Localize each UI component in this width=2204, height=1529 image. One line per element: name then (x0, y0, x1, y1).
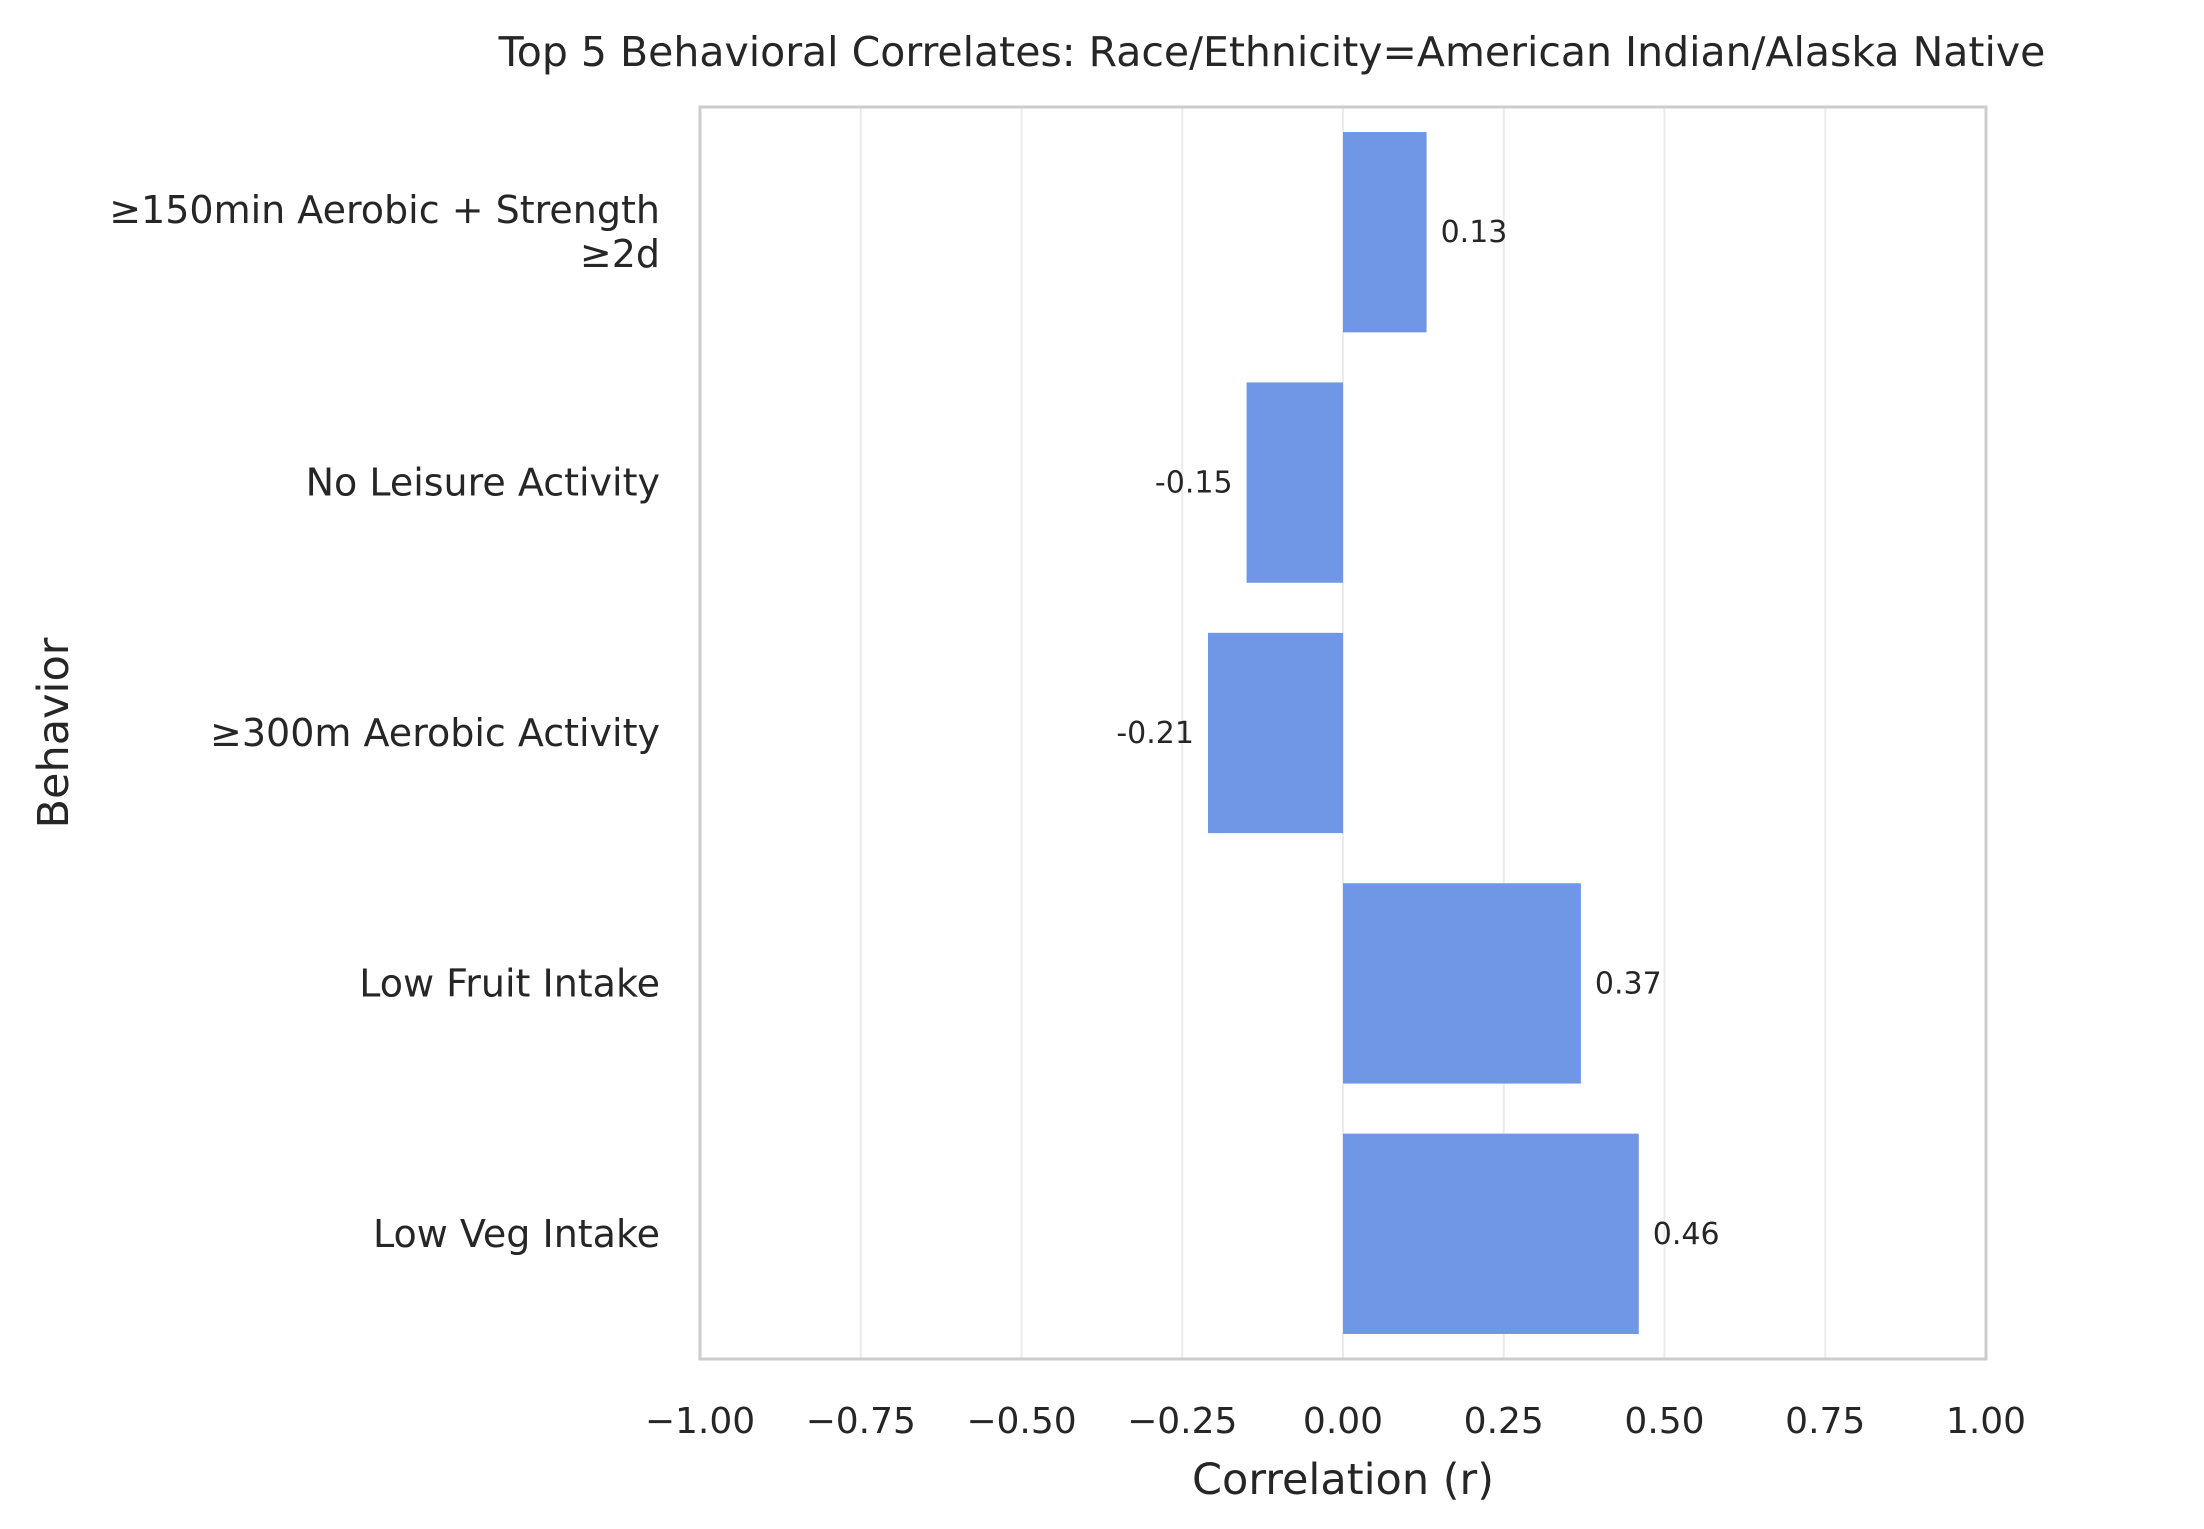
category-label-1-0: No Leisure Activity (306, 461, 660, 505)
value-label-4: 0.46 (1653, 1217, 1720, 1252)
category-labels: ≥150min Aerobic + Strength≥2d No Leisure … (109, 188, 660, 1256)
x-tick-labels: −1.00 −0.75 −0.50 −0.25 0.00 0.25 0.50 0.75 1.00 (645, 1401, 2026, 1442)
x-axis-label: Correlation (r) (1192, 1455, 1494, 1505)
value-label-3: 0.37 (1595, 966, 1662, 1001)
value-label-1: -0.15 (1155, 466, 1233, 501)
category-label-2-0: ≥300m Aerobic Activity (210, 711, 660, 755)
x-tick-label-6: 0.50 (1624, 1401, 1704, 1442)
bar-4 (1343, 1133, 1639, 1334)
value-labels: 0.13 -0.15 -0.21 0.37 0.46 (1116, 215, 1719, 1252)
x-tick-label-3: −0.25 (1127, 1401, 1237, 1442)
x-tick-label-5: 0.25 (1464, 1401, 1544, 1442)
y-axis-label: Behavior (29, 637, 79, 828)
value-label-2: -0.21 (1116, 716, 1194, 751)
category-label-0-1: ≥2d (580, 232, 660, 276)
chart-title: Top 5 Behavioral Correlates: Race/Ethnic… (498, 28, 2046, 76)
bar-2 (1207, 632, 1343, 834)
bar-1 (1246, 382, 1343, 583)
value-label-0: 0.13 (1441, 215, 1508, 250)
category-label-3-0: Low Fruit Intake (359, 961, 660, 1005)
x-tick-label-2: −0.50 (966, 1401, 1076, 1442)
category-label-0-0: ≥150min Aerobic + Strength (109, 188, 660, 232)
bars (1207, 132, 1639, 1334)
x-tick-label-7: 0.75 (1785, 1401, 1865, 1442)
bar-3 (1343, 883, 1581, 1084)
x-tick-label-8: 1.00 (1946, 1401, 2026, 1442)
x-tick-label-4: 0.00 (1303, 1401, 1383, 1442)
bar-0 (1343, 132, 1427, 333)
plot-frame (698, 105, 1988, 1361)
x-tick-label-0: −1.00 (645, 1401, 755, 1442)
category-label-4-0: Low Veg Intake (373, 1212, 660, 1256)
x-tick-label-1: −0.75 (806, 1401, 916, 1442)
